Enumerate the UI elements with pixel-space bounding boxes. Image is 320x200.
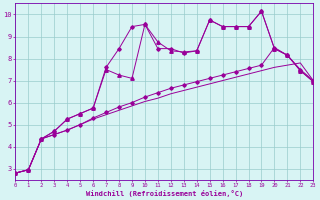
X-axis label: Windchill (Refroidissement éolien,°C): Windchill (Refroidissement éolien,°C) — [86, 190, 243, 197]
